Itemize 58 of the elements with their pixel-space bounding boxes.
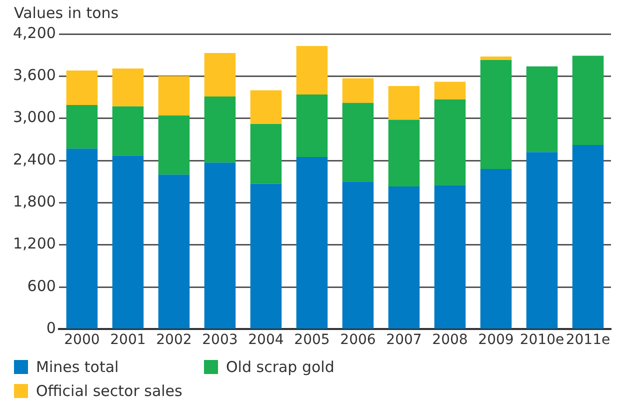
bar bbox=[434, 185, 466, 328]
y-tick-label: 1,200 bbox=[12, 234, 56, 253]
bar bbox=[342, 182, 374, 328]
bar bbox=[112, 106, 144, 156]
bar bbox=[342, 78, 374, 103]
y-tick-label: 1,800 bbox=[12, 192, 56, 211]
y-tick-label: 3,000 bbox=[12, 108, 56, 126]
x-tick-label: 2004 bbox=[248, 332, 284, 348]
bar bbox=[66, 70, 98, 105]
bar bbox=[296, 46, 328, 94]
bar bbox=[66, 148, 98, 328]
x-tick-label: 2009 bbox=[478, 332, 514, 348]
bar bbox=[388, 120, 420, 187]
bar bbox=[250, 90, 282, 124]
bar bbox=[112, 156, 144, 328]
x-tick-label: 2006 bbox=[340, 332, 376, 348]
bar bbox=[158, 174, 190, 328]
bar bbox=[388, 86, 420, 120]
bar bbox=[66, 104, 98, 149]
bar bbox=[204, 52, 236, 97]
legend-label: Official sector sales bbox=[36, 382, 182, 400]
x-tick-label: 2010e bbox=[520, 332, 564, 348]
bar bbox=[204, 96, 236, 163]
bar bbox=[526, 66, 558, 152]
x-tick-label: 2001 bbox=[110, 332, 146, 348]
y-tick-label: 2,400 bbox=[12, 150, 56, 168]
legend-label: Mines total bbox=[36, 358, 119, 376]
x-tick-label: 2000 bbox=[64, 332, 100, 348]
bar bbox=[480, 56, 512, 60]
bar bbox=[158, 76, 190, 116]
bar bbox=[112, 68, 144, 106]
y-axis-title: Values in tons bbox=[14, 4, 119, 22]
y-tick-label: 3,600 bbox=[12, 66, 56, 84]
bar bbox=[250, 124, 282, 184]
bar bbox=[572, 56, 604, 146]
bar bbox=[388, 186, 420, 328]
legend-label: Old scrap gold bbox=[226, 358, 334, 376]
x-tick-label: 2002 bbox=[156, 332, 192, 348]
bar bbox=[158, 116, 190, 175]
y-tick-label: 4,200 bbox=[12, 24, 56, 42]
bar bbox=[434, 99, 466, 186]
y-tick-label: 600 bbox=[27, 276, 56, 295]
bar bbox=[572, 145, 604, 328]
y-tick-label: 0 bbox=[46, 319, 56, 338]
bar bbox=[526, 152, 558, 328]
x-tick-label: 2008 bbox=[432, 332, 468, 348]
bar bbox=[250, 184, 282, 328]
bar bbox=[296, 157, 328, 328]
bar bbox=[434, 82, 466, 100]
bar bbox=[204, 162, 236, 328]
x-tick-label: 2003 bbox=[202, 332, 238, 348]
x-tick-label: 2007 bbox=[386, 332, 422, 348]
x-tick-label: 2011e bbox=[566, 332, 610, 348]
bar bbox=[342, 102, 374, 182]
bar bbox=[480, 60, 512, 169]
bar bbox=[296, 94, 328, 157]
x-tick-label: 2005 bbox=[294, 332, 330, 348]
bar bbox=[480, 168, 512, 328]
